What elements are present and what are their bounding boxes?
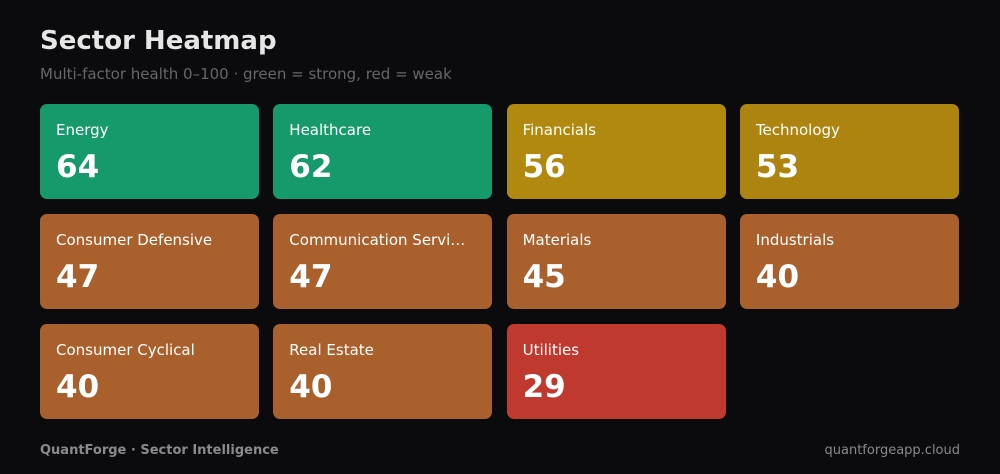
sector-name: Communication Servi…: [289, 231, 466, 249]
sector-name: Energy: [56, 121, 109, 139]
sector-tile: Healthcare 62: [273, 104, 493, 199]
sector-score: 45: [522, 259, 566, 295]
sector-tile: Consumer Defensive 47: [40, 214, 259, 309]
footer-brand: QuantForge · Sector Intelligence: [40, 443, 279, 458]
sector-score: 64: [56, 149, 100, 185]
sector-score: 29: [522, 369, 566, 405]
subtitle: Multi-factor health 0–100 · green = stro…: [40, 65, 452, 83]
sector-tile: Financials 56: [506, 104, 726, 199]
tile-grid: Energy 64 Healthcare 62 Financials 56 Technolo…: [40, 104, 960, 419]
sector-name: Materials: [522, 231, 592, 249]
sector-score: 40: [56, 369, 100, 405]
sector-name: Healthcare: [289, 121, 372, 139]
sector-score: 40: [755, 259, 800, 295]
sector-tile: Materials 45: [506, 214, 726, 309]
sector-tile: Energy 64: [40, 104, 259, 199]
sector-score: 47: [289, 259, 333, 295]
sector-tile: Communication Servi… 47: [273, 214, 493, 309]
sector-name: Real Estate: [289, 341, 374, 359]
sector-name: Industrials: [755, 231, 835, 249]
sector-tile: Utilities 29: [506, 324, 726, 419]
title: Sector Heatmap: [40, 26, 277, 56]
sector-tile: Consumer Cyclical 40: [40, 324, 259, 419]
sector-tile: Industrials 40: [739, 214, 959, 309]
sector-score: 40: [289, 369, 333, 405]
sector-score: 47: [56, 259, 100, 295]
sector-name: Consumer Cyclical: [56, 341, 195, 359]
sector-name: Utilities: [522, 341, 580, 359]
footer-link: quantforgeapp.cloud: [824, 443, 961, 458]
sector-name: Consumer Defensive: [56, 231, 213, 249]
sector-score: 62: [289, 149, 333, 185]
sector-tile: Real Estate 40: [273, 324, 493, 419]
sector-score: 53: [755, 149, 800, 185]
sector-tile: Technology 53: [739, 104, 959, 199]
sector-name: Financials: [522, 121, 597, 139]
sector-name: Technology: [755, 121, 840, 139]
sector-score: 56: [522, 149, 566, 185]
